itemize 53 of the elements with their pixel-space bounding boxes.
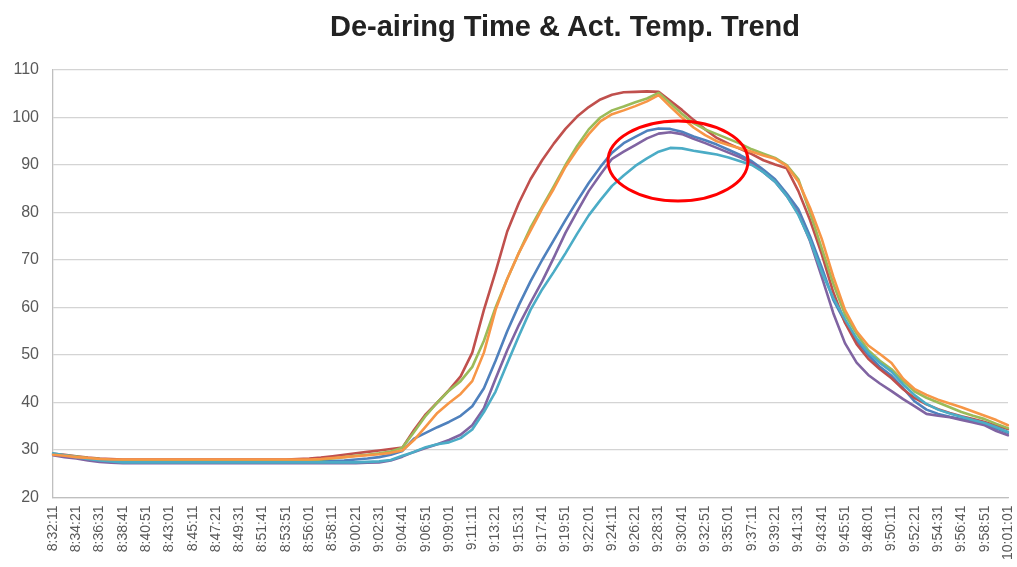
x-tick-label: 9:35:01: [719, 505, 736, 553]
x-tick-label: 10:01:01: [998, 505, 1015, 560]
x-tick-label: 9:11:11: [463, 505, 480, 551]
x-tick-label: 9:04:41: [393, 505, 410, 553]
y-tick-label: 110: [13, 60, 40, 78]
y-tick-label: 100: [12, 107, 40, 125]
x-tick-label: 9:26:21: [626, 505, 643, 553]
y-tick-label: 80: [21, 202, 40, 220]
y-tick-label: 60: [21, 297, 40, 315]
x-tick-label: 9:02:31: [369, 505, 386, 553]
x-tick-label: 9:48:01: [859, 505, 876, 553]
x-tick-label: 9:15:31: [509, 505, 526, 553]
x-tick-label: 8:43:01: [160, 505, 177, 553]
x-tick-label: 9:09:01: [439, 505, 456, 553]
x-tick-label: 8:32:11: [43, 505, 60, 552]
y-tick-label: 20: [21, 487, 40, 505]
x-tick-label: 9:24:11: [602, 505, 619, 552]
y-tick-label: 50: [21, 345, 40, 363]
x-tick-label: 9:43:41: [812, 505, 829, 553]
x-tick-label: 8:53:51: [276, 505, 293, 553]
x-tick-label: 9:00:21: [346, 505, 363, 553]
y-tick-label: 30: [21, 440, 40, 458]
x-tick-label: 9:50:11: [882, 505, 899, 552]
x-tick-label: 8:34:21: [67, 505, 84, 553]
y-tick-label: 90: [21, 155, 40, 173]
x-tick-label: 9:45:51: [835, 505, 852, 553]
x-tick-label: 9:17:41: [533, 505, 550, 553]
x-tick-label: 9:39:21: [765, 505, 782, 553]
x-tick-label: 9:06:51: [416, 505, 433, 553]
y-tick-label: 70: [21, 250, 40, 268]
x-tick-label: 9:37:11: [742, 505, 759, 552]
x-tick-label: 8:56:01: [300, 505, 317, 553]
x-tick-label: 8:51:41: [253, 505, 270, 553]
x-tick-label: 8:40:51: [137, 505, 154, 553]
x-tick-label: 8:47:21: [206, 505, 223, 553]
x-tick-label: 9:41:31: [789, 505, 806, 553]
y-tick-label: 40: [21, 392, 40, 410]
x-tick-label: 9:32:51: [696, 505, 713, 553]
x-tick-label: 9:58:51: [975, 505, 992, 553]
x-tick-label: 9:52:21: [905, 505, 922, 553]
chart-title: De-airing Time & Act. Temp. Trend: [330, 10, 800, 42]
x-tick-label: 8:49:31: [230, 505, 247, 553]
x-tick-label: 9:54:31: [928, 505, 945, 553]
x-tick-label: 8:38:41: [113, 505, 130, 553]
x-tick-label: 8:45:11: [183, 505, 200, 552]
x-tick-label: 9:13:21: [486, 505, 503, 553]
x-tick-label: 9:28:31: [649, 505, 666, 553]
x-tick-label: 9:22:01: [579, 505, 596, 553]
x-tick-label: 8:58:11: [323, 505, 340, 552]
x-tick-label: 9:19:51: [556, 505, 573, 553]
x-tick-label: 9:30:41: [672, 505, 689, 553]
x-tick-label: 9:56:41: [952, 505, 969, 553]
x-tick-label: 8:36:31: [90, 505, 107, 553]
